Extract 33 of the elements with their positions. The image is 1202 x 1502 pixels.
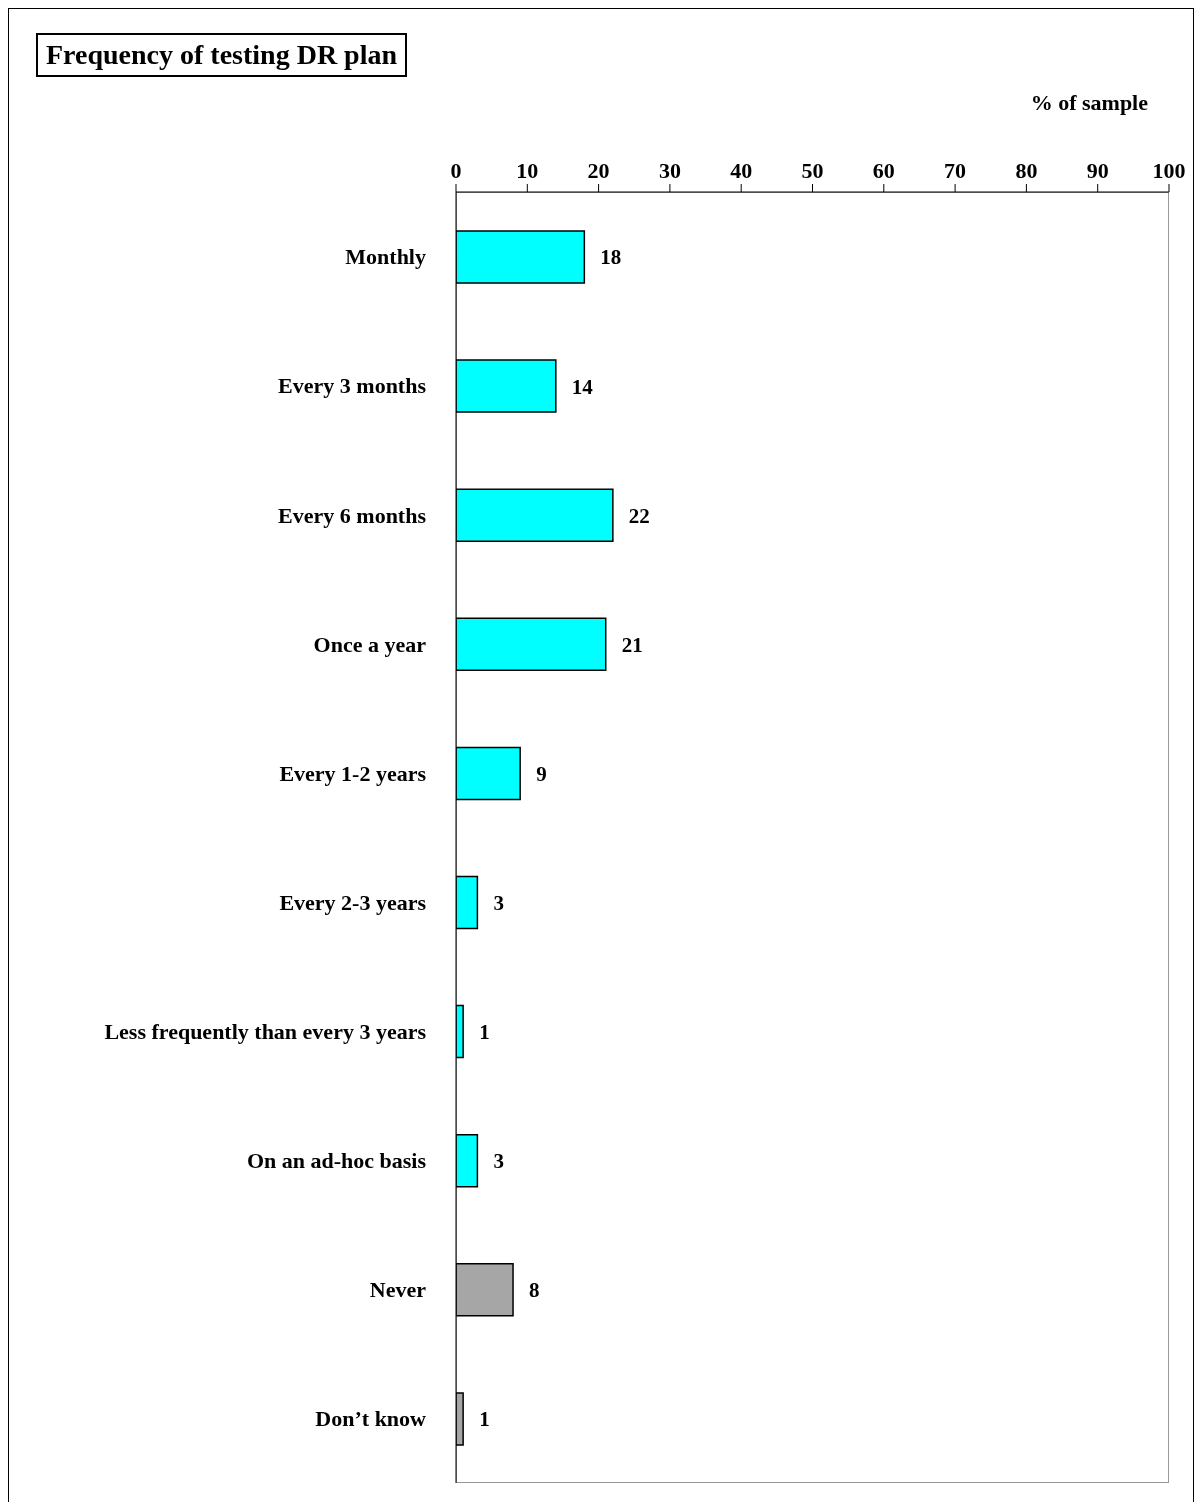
x-tick-label: 80 bbox=[1015, 158, 1038, 183]
x-tick-label: 10 bbox=[516, 158, 539, 183]
data-label: 22 bbox=[628, 503, 650, 528]
data-label: 3 bbox=[493, 1149, 504, 1174]
x-tick-label: 90 bbox=[1086, 158, 1109, 183]
data-label: 14 bbox=[571, 374, 594, 399]
x-tick-label: 50 bbox=[801, 158, 824, 183]
y-tick-label: Every 6 months bbox=[278, 502, 427, 528]
x-axis-title: % of sample bbox=[1030, 90, 1148, 116]
y-tick-label: Every 1-2 years bbox=[279, 760, 427, 786]
data-label: 18 bbox=[600, 245, 622, 270]
y-tick-label: Never bbox=[369, 1277, 427, 1303]
x-tick-label: 20 bbox=[587, 158, 610, 183]
x-tick-label: 70 bbox=[944, 158, 967, 183]
text: Frequency of testing DR plan bbox=[36, 33, 408, 77]
x-tick-label: 100 bbox=[1152, 158, 1186, 183]
data-label: 3 bbox=[493, 890, 504, 915]
data-label: 1 bbox=[479, 1020, 490, 1045]
y-tick-label: Every 2-3 years bbox=[279, 889, 427, 915]
y-tick-label: Don’t know bbox=[315, 1406, 427, 1432]
data-label: 21 bbox=[621, 632, 643, 657]
x-tick-label: 0 bbox=[450, 158, 462, 183]
y-tick-label: Once a year bbox=[313, 631, 427, 657]
y-tick-label: Every 3 months bbox=[278, 373, 427, 399]
data-label: 8 bbox=[529, 1278, 540, 1303]
data-label: 1 bbox=[479, 1407, 490, 1432]
x-tick-label: 40 bbox=[730, 158, 753, 183]
y-tick-label: On an ad-hoc basis bbox=[246, 1148, 427, 1174]
x-tick-label: 30 bbox=[658, 158, 681, 183]
y-tick-label: Less frequently than every 3 years bbox=[104, 1018, 427, 1044]
y-tick-label: Monthly bbox=[345, 244, 426, 270]
x-tick-label: 60 bbox=[872, 158, 895, 183]
data-label: 9 bbox=[536, 761, 547, 786]
